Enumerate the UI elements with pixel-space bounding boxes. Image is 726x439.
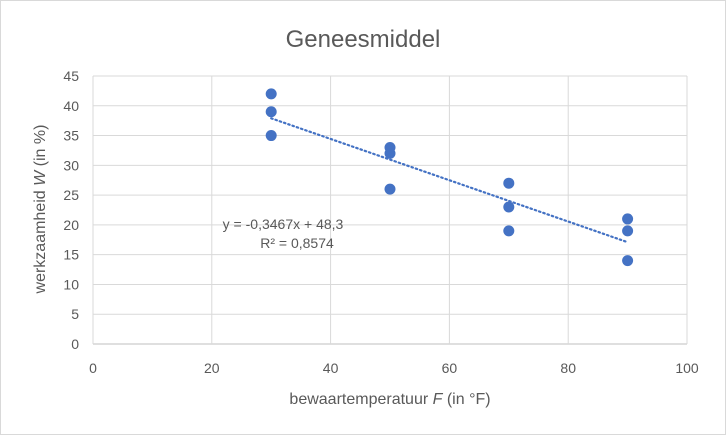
data-point: [503, 177, 515, 189]
y-tick-label: 35: [63, 128, 79, 144]
data-point: [384, 147, 396, 159]
y-tick-label: 0: [71, 336, 79, 352]
y-tick-label: 20: [63, 217, 79, 233]
data-point: [503, 201, 515, 213]
x-axis-title: bewaartemperatuur F (in °F): [289, 391, 490, 408]
y-tick-label: 25: [63, 187, 79, 203]
data-point: [384, 183, 396, 195]
data-point: [265, 130, 277, 142]
y-tick-label: 40: [63, 98, 79, 114]
trendline-group: [270, 117, 629, 244]
data-points: [265, 88, 634, 267]
data-point: [622, 225, 634, 237]
x-tick-labels: 0 20 40 60 80 100: [89, 360, 699, 376]
trendline: [270, 117, 629, 244]
y-axis-title: werkzaamheid W (in %): [32, 125, 49, 295]
data-point: [622, 213, 634, 225]
x-tick-label: 60: [442, 360, 458, 376]
chart-title: Geneesmiddel: [286, 26, 441, 53]
data-point: [503, 225, 515, 237]
y-tick-label: 15: [63, 247, 79, 263]
x-tick-label: 40: [323, 360, 339, 376]
trendline-equation: y = -0,3467x + 48,3: [223, 216, 344, 232]
data-point: [622, 255, 634, 267]
y-tick-label: 5: [71, 306, 79, 322]
x-tick-label: 100: [675, 360, 699, 376]
x-tick-label: 0: [89, 360, 97, 376]
gridlines: [92, 75, 688, 345]
y-tick-labels: 0 5 10 15 20 25 30 35 40 45: [63, 68, 79, 352]
y-tick-label: 10: [63, 276, 79, 292]
data-point: [265, 106, 277, 118]
y-tick-label: 30: [63, 157, 79, 173]
x-tick-label: 20: [204, 360, 220, 376]
x-tick-label: 80: [560, 360, 576, 376]
y-tick-label: 45: [63, 68, 79, 84]
trendline-r-squared: R² = 0,8574: [260, 235, 334, 251]
data-point: [265, 88, 277, 100]
